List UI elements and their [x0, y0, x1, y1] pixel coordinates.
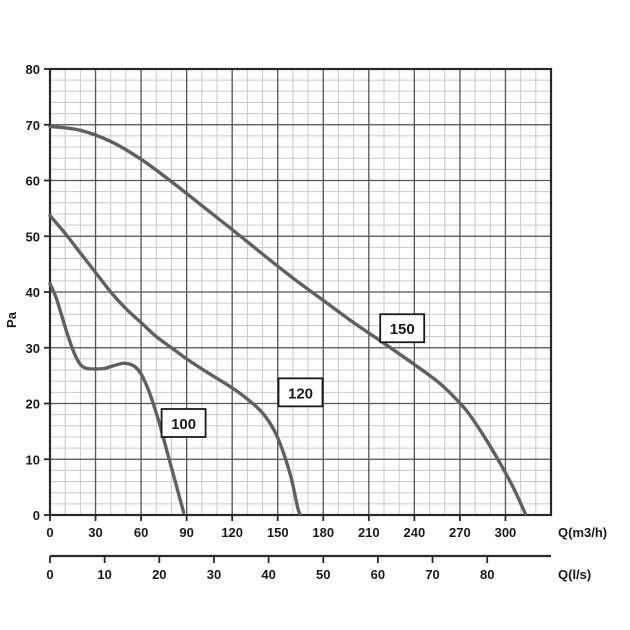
x2-tick-label: 10	[97, 567, 111, 582]
x2-tick-label: 40	[261, 567, 275, 582]
secondary-x-axis: 0 10 20 30 40 50 60 70 80	[46, 554, 551, 582]
x-tick-label: 300	[495, 525, 517, 540]
x-tick-label: 120	[221, 525, 243, 540]
x2-tick-label: 80	[480, 567, 494, 582]
curve-100	[48, 281, 186, 514]
x-tick-label: 90	[179, 525, 193, 540]
secondary-x-axis-label: Q(l/s)	[558, 567, 591, 582]
y-tick-label: 30	[26, 341, 40, 356]
x-tick-label: 240	[404, 525, 426, 540]
x-tick-label: 270	[449, 525, 471, 540]
curve-150	[48, 124, 527, 516]
series-label-text: 120	[288, 385, 313, 402]
series-label-120: 120	[277, 377, 324, 408]
x-tick-label: 180	[312, 525, 334, 540]
series-label-text: 100	[171, 416, 196, 433]
y-tick-label: 60	[26, 174, 40, 189]
grid-major-lines	[49, 68, 551, 516]
series-label-box	[379, 313, 426, 344]
x2-tick-label: 20	[152, 567, 166, 582]
series-label-box	[277, 377, 324, 408]
y-tick-label: 40	[26, 285, 40, 300]
y-tick-label: 70	[26, 118, 40, 133]
x2-tick-label: 70	[425, 567, 439, 582]
y-tick-label: 0	[33, 508, 40, 523]
series-labels: 100 120 150	[160, 313, 426, 438]
x-tick-label: 150	[267, 525, 289, 540]
x2-tick-label: 0	[46, 567, 53, 582]
y-tick-label: 20	[26, 397, 40, 412]
x-tick-label: 0	[46, 525, 53, 540]
x-tick-label: 60	[134, 525, 148, 540]
y-tick-label: 50	[26, 229, 40, 244]
x-tick-label: 30	[88, 525, 102, 540]
x2-tick-label: 30	[207, 567, 221, 582]
series-label-150: 150	[379, 313, 426, 344]
x-axis-ticks: 0 30 60 90 120 150 180 210 240 270 300	[46, 515, 516, 540]
x-tick-label: 210	[358, 525, 380, 540]
y-axis-ticks: 0 10 20 30 40 50 60 70 80	[26, 62, 50, 523]
curve-120	[48, 213, 302, 516]
x-axis-label: Q(m3/h)	[558, 525, 607, 540]
series-label-text: 150	[390, 321, 415, 338]
series-label-100: 100	[160, 408, 207, 438]
data-curves	[48, 124, 527, 516]
x2-tick-label: 60	[371, 567, 385, 582]
series-label-box	[160, 408, 207, 438]
x2-tick-label: 50	[316, 567, 330, 582]
y-tick-label: 10	[26, 452, 40, 467]
y-tick-label: 80	[26, 62, 40, 77]
y-axis-label: Pa	[4, 311, 19, 328]
